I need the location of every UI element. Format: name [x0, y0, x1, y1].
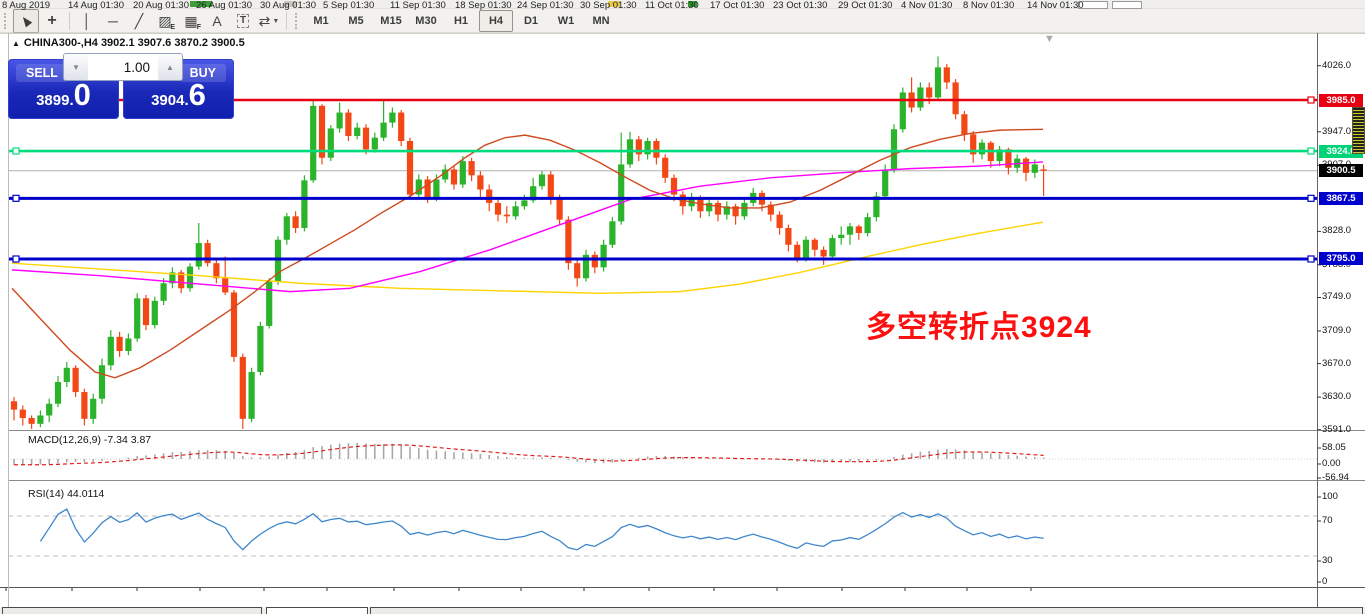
- horizontal-line-tool-button[interactable]: ─: [100, 9, 126, 33]
- sell-button[interactable]: SELL 3899.0: [8, 59, 119, 119]
- text-label-icon: T: [236, 14, 250, 28]
- volume-decrease-button[interactable]: ▼: [64, 54, 88, 80]
- volume-box: ▼ 1.00 ▲: [63, 53, 183, 81]
- buy-price: 3904.6: [151, 77, 206, 112]
- equidistant-channel-tool-button[interactable]: ▨ E: [152, 9, 178, 33]
- crosshair-icon: +: [47, 12, 57, 29]
- clipped-upper-toolbar: [0, 0, 1365, 9]
- buy-label: BUY: [179, 64, 226, 82]
- taskbar-button[interactable]: [370, 607, 1363, 614]
- timeframe-w1-button[interactable]: W1: [557, 15, 575, 27]
- dropdown-caret-icon[interactable]: ▼: [272, 17, 280, 25]
- taskbar-button[interactable]: [266, 607, 368, 614]
- volume-input[interactable]: 1.00: [123, 59, 150, 75]
- arrows-icon: ⇄: [258, 12, 271, 29]
- equidistant-channel-icon: ▨: [158, 12, 172, 29]
- toolbar-separator: [286, 12, 287, 30]
- timeframe-m1-button[interactable]: M1: [313, 15, 329, 27]
- level-line-handle[interactable]: [1307, 194, 1315, 202]
- timeframe-m30-button[interactable]: M30: [415, 15, 437, 27]
- level-line-handle[interactable]: [12, 255, 20, 263]
- level-line-handle[interactable]: [12, 147, 20, 155]
- level-line-handle[interactable]: [1307, 147, 1315, 155]
- timeframe-mn-button[interactable]: MN: [592, 15, 610, 27]
- volume-increase-button[interactable]: ▲: [158, 54, 182, 80]
- crosshair-tool-button[interactable]: +: [39, 9, 65, 33]
- timeframe-h1-button[interactable]: H1: [453, 15, 469, 27]
- level-line-handle[interactable]: [1307, 96, 1315, 104]
- toolbar-separator: [69, 12, 70, 30]
- level-line-handle[interactable]: [12, 194, 20, 202]
- clipped-taskbar: [0, 607, 1365, 614]
- one-click-trading-panel: SELL 3899.0 BUY 3904.6 ▼ 1.00 ▲: [8, 53, 234, 119]
- clipped-icon: [1112, 1, 1142, 9]
- clipped-icon: [190, 1, 212, 7]
- text-label-tool-button[interactable]: T: [230, 9, 256, 33]
- fibonacci-tool-button[interactable]: ▦ F: [178, 9, 204, 33]
- sub-letter: F: [196, 24, 201, 31]
- toolbar-grip[interactable]: [4, 13, 9, 29]
- clipped-icon: [1078, 1, 1108, 9]
- sell-price: 3899.0: [36, 77, 91, 112]
- fibonacci-icon: ▦: [184, 12, 198, 29]
- vertical-line-icon: │: [82, 13, 92, 29]
- trendline-icon: ╱: [134, 12, 144, 29]
- scrollbar-thumb[interactable]: [1352, 107, 1365, 154]
- macd-label: MACD(12,26,9) -7.34 3.87: [28, 434, 152, 446]
- clipped-icon: [688, 1, 697, 7]
- toolbar-grip[interactable]: [295, 13, 300, 29]
- timeframe-d1-button[interactable]: D1: [523, 15, 539, 27]
- timeframe-h4-button[interactable]: H4: [479, 10, 513, 32]
- chart-shift-marker-icon[interactable]: ▼: [1044, 33, 1055, 45]
- vertical-line-tool-button[interactable]: │: [74, 9, 100, 33]
- arrows-tool-button[interactable]: ⇄ ▼: [256, 9, 282, 33]
- horizontal-line-icon: ─: [108, 13, 118, 29]
- rsi-label: RSI(14) 44.0114: [28, 488, 105, 500]
- timeframe-m5-button[interactable]: M5: [348, 15, 364, 27]
- level-line-handle[interactable]: [1307, 255, 1315, 263]
- clipped-icon: [608, 1, 620, 7]
- symbol-title: ▲ CHINA300-,H4 3902.1 3907.6 3870.2 3900.…: [12, 37, 245, 49]
- sell-label: SELL: [16, 64, 68, 82]
- text-icon: A: [212, 13, 222, 29]
- chart-text-annotation[interactable]: 多空转折点3924: [866, 311, 1092, 344]
- sub-letter: E: [170, 24, 175, 31]
- taskbar-button[interactable]: [2, 607, 262, 614]
- chevron-up-icon: ▲: [166, 62, 174, 72]
- clipped-icon: [284, 1, 297, 7]
- text-tool-button[interactable]: A: [204, 9, 230, 33]
- timeframe-m15-button[interactable]: M15: [380, 15, 402, 27]
- collapse-triangle-icon[interactable]: ▲: [12, 39, 20, 48]
- trendline-tool-button[interactable]: ╱: [126, 9, 152, 33]
- chevron-down-icon: ▼: [72, 62, 80, 72]
